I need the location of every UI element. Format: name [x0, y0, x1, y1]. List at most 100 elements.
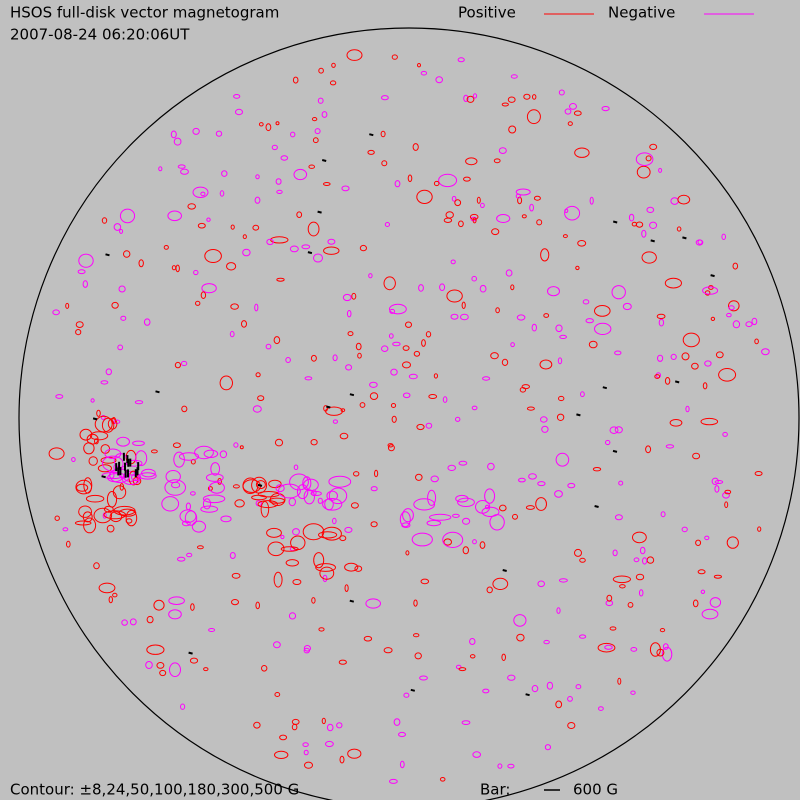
- contour: [421, 339, 426, 347]
- contour: [370, 486, 378, 492]
- contour: [319, 566, 335, 580]
- contour: [164, 479, 186, 496]
- contour: [642, 557, 648, 565]
- contour: [171, 481, 181, 489]
- contour: [75, 321, 84, 329]
- contour: [555, 700, 563, 709]
- contour: [324, 498, 334, 511]
- contour: [231, 572, 241, 579]
- contour: [129, 618, 137, 626]
- contour: [369, 381, 378, 388]
- contour: [450, 313, 459, 320]
- contour: [94, 438, 99, 445]
- contour: [303, 489, 315, 505]
- contour: [462, 546, 469, 555]
- contour: [239, 445, 244, 450]
- contour: [635, 573, 645, 581]
- contour: [438, 173, 458, 188]
- contour: [574, 147, 590, 158]
- contour: [405, 321, 412, 328]
- contour: [188, 651, 193, 655]
- contour: [466, 95, 475, 103]
- contour: [190, 491, 196, 496]
- contour: [523, 93, 531, 100]
- contour: [499, 504, 507, 512]
- contour: [702, 382, 708, 390]
- contour: [357, 352, 362, 359]
- contour: [112, 592, 118, 598]
- contour: [347, 331, 354, 337]
- contour: [341, 185, 350, 192]
- contour: [279, 734, 288, 741]
- contour: [681, 526, 688, 533]
- contour: [579, 634, 587, 639]
- contour: [622, 302, 632, 311]
- contour: [220, 515, 232, 523]
- contour: [461, 301, 466, 309]
- contour: [724, 489, 732, 495]
- contour: [722, 492, 730, 499]
- contour: [54, 515, 60, 521]
- contour: [724, 501, 729, 509]
- contour: [177, 556, 186, 562]
- contour: [381, 95, 389, 101]
- contour: [525, 505, 535, 510]
- contour: [260, 501, 270, 518]
- contour: [469, 654, 476, 659]
- contour: [265, 343, 272, 350]
- contour: [191, 520, 206, 533]
- contour: [311, 597, 316, 604]
- contour: [700, 417, 719, 426]
- contour: [206, 217, 211, 222]
- contour: [533, 195, 541, 201]
- contour: [528, 473, 537, 480]
- contour: [173, 137, 182, 146]
- contour: [317, 497, 323, 504]
- contour: [101, 475, 106, 479]
- contour: [479, 284, 487, 293]
- contour: [479, 541, 486, 549]
- contour: [513, 614, 527, 627]
- contour: [322, 498, 343, 511]
- contour: [592, 467, 602, 472]
- contour: [301, 244, 311, 250]
- contour: [270, 236, 289, 244]
- contour: [200, 505, 219, 513]
- contour: [119, 228, 124, 234]
- contour: [567, 121, 573, 126]
- contour: [471, 275, 478, 282]
- contour: [559, 334, 567, 339]
- contour: [332, 517, 337, 525]
- contour: [242, 234, 247, 240]
- contour: [618, 480, 624, 486]
- solar-disk: [18, 27, 800, 800]
- contour: [575, 684, 582, 690]
- contour: [290, 131, 296, 138]
- contour: [323, 405, 329, 412]
- contour: [393, 718, 401, 726]
- contour: [94, 415, 113, 433]
- contour: [170, 130, 177, 139]
- contour: [146, 644, 165, 655]
- contour: [614, 514, 623, 521]
- contour: [200, 291, 207, 300]
- contour: [271, 144, 278, 151]
- contour: [633, 557, 640, 563]
- contour: [726, 536, 739, 549]
- contour: [484, 488, 496, 504]
- contour: [443, 538, 453, 546]
- contour: [179, 509, 197, 524]
- contour: [235, 108, 243, 116]
- contour: [285, 559, 299, 567]
- contour: [65, 302, 70, 309]
- contour: [288, 497, 296, 507]
- contour: [507, 763, 515, 769]
- contour: [255, 372, 261, 378]
- contour: [359, 244, 367, 252]
- contour: [564, 108, 572, 115]
- contour: [413, 498, 436, 511]
- bar-label: Bar:: [480, 781, 510, 799]
- contour: [402, 345, 410, 351]
- contour: [450, 259, 456, 265]
- contour: [575, 265, 580, 271]
